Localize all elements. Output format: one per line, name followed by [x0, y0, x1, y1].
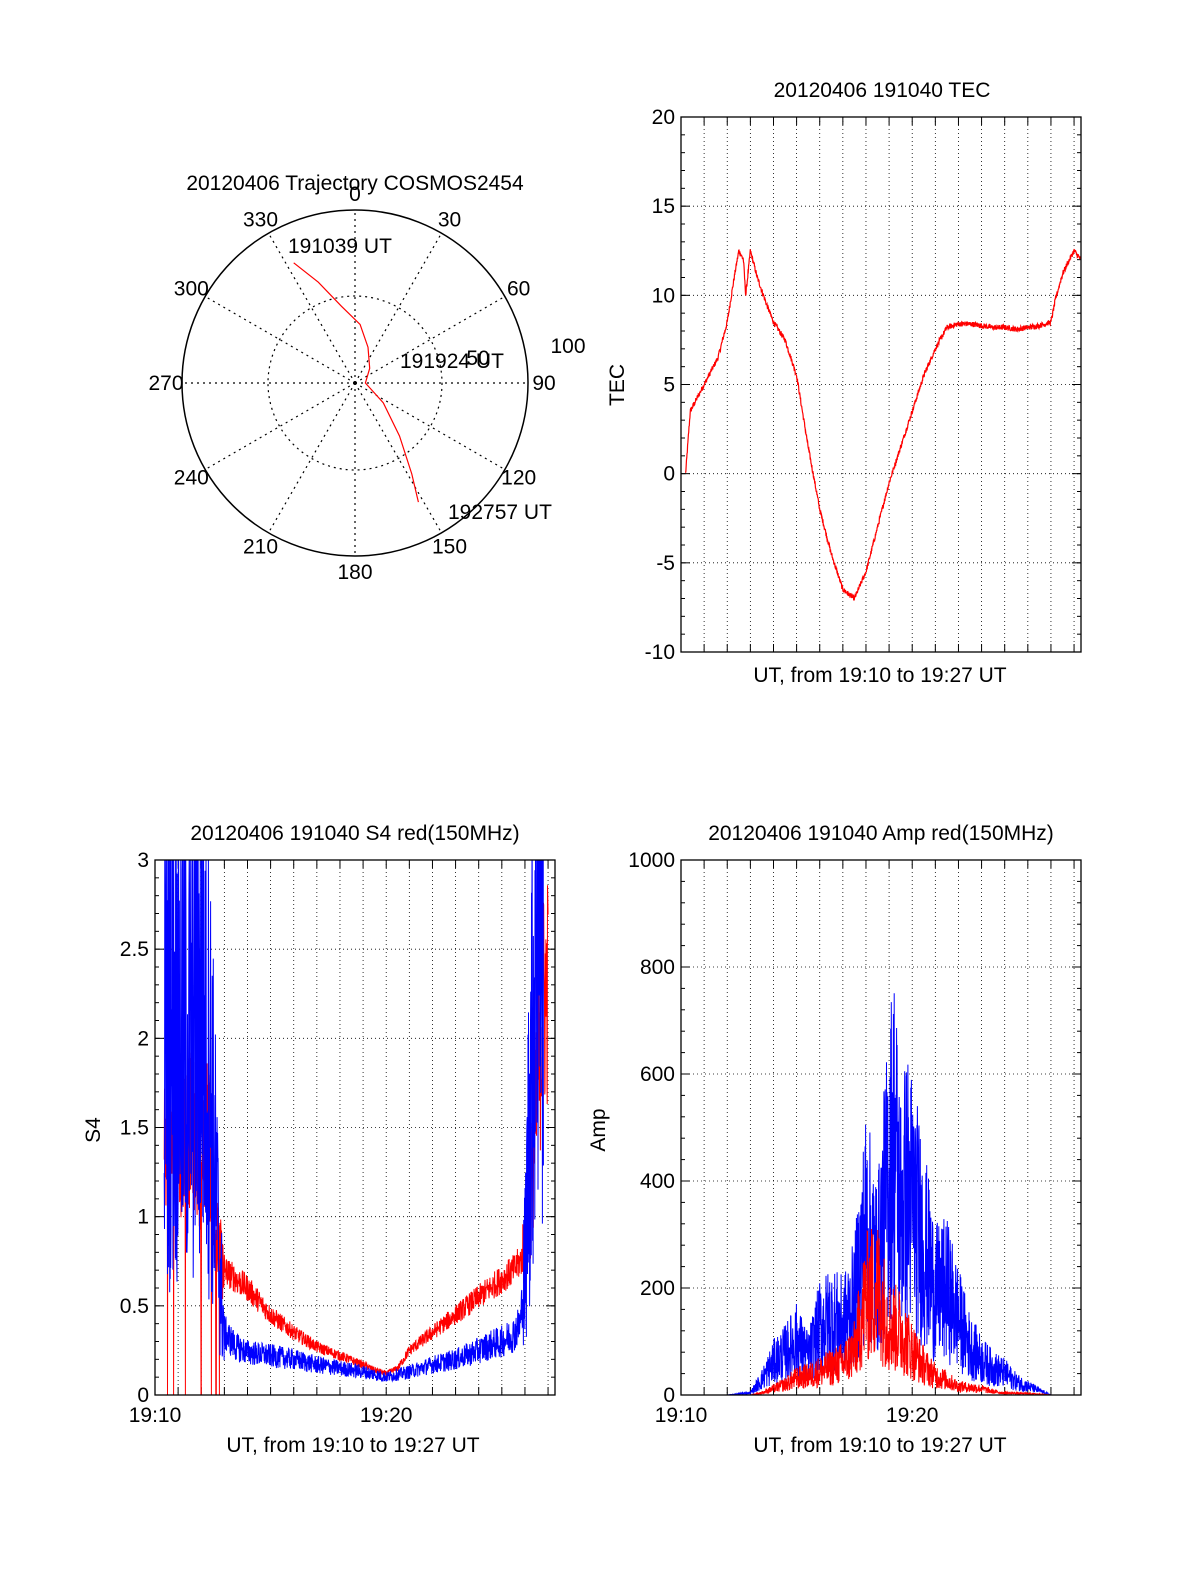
amp-ytick-label: 200	[640, 1277, 675, 1300]
s4-ytick-label: 0.5	[120, 1295, 149, 1318]
tec-ytick-label: 0	[663, 463, 675, 486]
polar-angle-label: 330	[243, 208, 278, 231]
s4-ytick-label: 1.5	[120, 1117, 149, 1140]
polar-angle-label: 180	[337, 561, 372, 584]
tec-title: 20120406 191040 TEC	[774, 79, 991, 102]
trajectory-start-label: 191039 UT	[288, 235, 392, 258]
polar-angle-label: 240	[174, 467, 209, 490]
amp-xlabel: UT, from 19:10 to 19:27 UT	[753, 1434, 1006, 1457]
tec-ytick-label: 20	[652, 106, 675, 129]
polar-angle-label: 210	[243, 536, 278, 559]
amp-title: 20120406 191040 Amp red(150MHz)	[708, 822, 1054, 845]
amp-ylabel: Amp	[587, 1108, 610, 1151]
polar-spoke	[204, 295, 356, 384]
s4-ytick-label: 1	[137, 1206, 149, 1229]
tec-series-1-line	[685, 248, 1081, 601]
tec-ytick-label: 10	[652, 284, 675, 307]
amp-ytick-label: 400	[640, 1170, 675, 1193]
polar-angle-label: 300	[174, 278, 209, 301]
s4-plot-frame	[154, 859, 556, 1396]
polar-angle-labels: 0 30 60 90 120 150 180 210 240 270 300 330	[148, 183, 555, 584]
polar-spoke	[354, 295, 506, 384]
tec-ytick-label: 5	[663, 374, 675, 397]
polar-angle-label: 60	[507, 278, 530, 301]
tec-ylabel: TEC	[606, 364, 629, 406]
tec-plot-frame	[680, 116, 1082, 653]
amp-series-1-line	[692, 993, 1063, 1395]
s4-xlabel: UT, from 19:10 to 19:27 UT	[226, 1434, 479, 1457]
tec-ytick-label: -5	[656, 552, 675, 575]
polar-spoke	[267, 232, 356, 384]
amp-series	[692, 993, 1063, 1395]
amp-ytick-label: 1000	[628, 849, 675, 872]
polar-spoke	[267, 382, 356, 534]
amp-ytick-label: 800	[640, 956, 675, 979]
polar-spoke	[354, 232, 443, 384]
polar-angle-label: 120	[501, 467, 536, 490]
polar-radius-label-50: 50	[466, 347, 489, 370]
polar-angle-label: 150	[432, 536, 467, 559]
amp-ytick-label: 0	[663, 1384, 675, 1407]
s4-series-2-line	[163, 860, 544, 1383]
s4-series	[163, 860, 549, 1395]
tec-ytick-label: 15	[652, 195, 675, 218]
polar-angle-label: 270	[148, 372, 183, 395]
s4-xtick-label: 19:20	[360, 1404, 413, 1427]
amp-xtick-label: 19:20	[886, 1404, 939, 1427]
s4-series-1-line	[163, 885, 549, 1395]
amp-ytick-label: 600	[640, 1063, 675, 1086]
tec-xlabel: UT, from 19:10 to 19:27 UT	[753, 664, 1006, 687]
polar-panel: 20120406 Trajectory COSMOS2454 0 30 60 90 12…	[148, 172, 585, 584]
tec-grid	[680, 116, 1081, 653]
s4-xtick-label: 19:10	[129, 1404, 182, 1427]
polar-angle-label: 30	[438, 208, 461, 231]
trajectory-mid-label: 191924 UT	[400, 350, 504, 373]
amp-plot-frame	[680, 859, 1082, 1396]
polar-outer-circle	[181, 209, 529, 557]
polar-title: 20120406 Trajectory COSMOS2454	[186, 172, 524, 195]
trajectory-line	[293, 262, 419, 503]
s4-panel: 20120406 191040 S4 red(150MHz) UT, from …	[82, 822, 556, 1457]
tec-series	[685, 248, 1081, 601]
polar-grid	[182, 210, 528, 556]
polar-spoke	[354, 382, 506, 471]
s4-ytick-label: 2.5	[120, 938, 149, 961]
amp-xtick-label: 19:10	[655, 1404, 708, 1427]
s4-ytick-label: 3	[137, 849, 149, 872]
s4-ylabel: S4	[82, 1117, 105, 1143]
polar-spoke	[204, 382, 356, 471]
tec-panel: 20120406 191040 TEC UT, from 19:10 to 19…	[606, 79, 1082, 687]
polar-inner-circle	[267, 295, 443, 471]
s4-title: 20120406 191040 S4 red(150MHz)	[190, 822, 519, 845]
polar-spoke	[354, 382, 443, 534]
s4-ytick-label: 2	[137, 1027, 149, 1050]
polar-angle-label: 0	[349, 183, 361, 206]
amp-panel: 20120406 191040 Amp red(150MHz) UT, from…	[587, 822, 1082, 1457]
trajectory-end-label: 192757 UT	[448, 501, 552, 524]
polar-angle-label: 90	[532, 372, 555, 395]
tec-ytick-label: -10	[645, 641, 675, 664]
s4-ytick-label: 0	[137, 1384, 149, 1407]
polar-radius-label-100: 100	[550, 335, 585, 358]
